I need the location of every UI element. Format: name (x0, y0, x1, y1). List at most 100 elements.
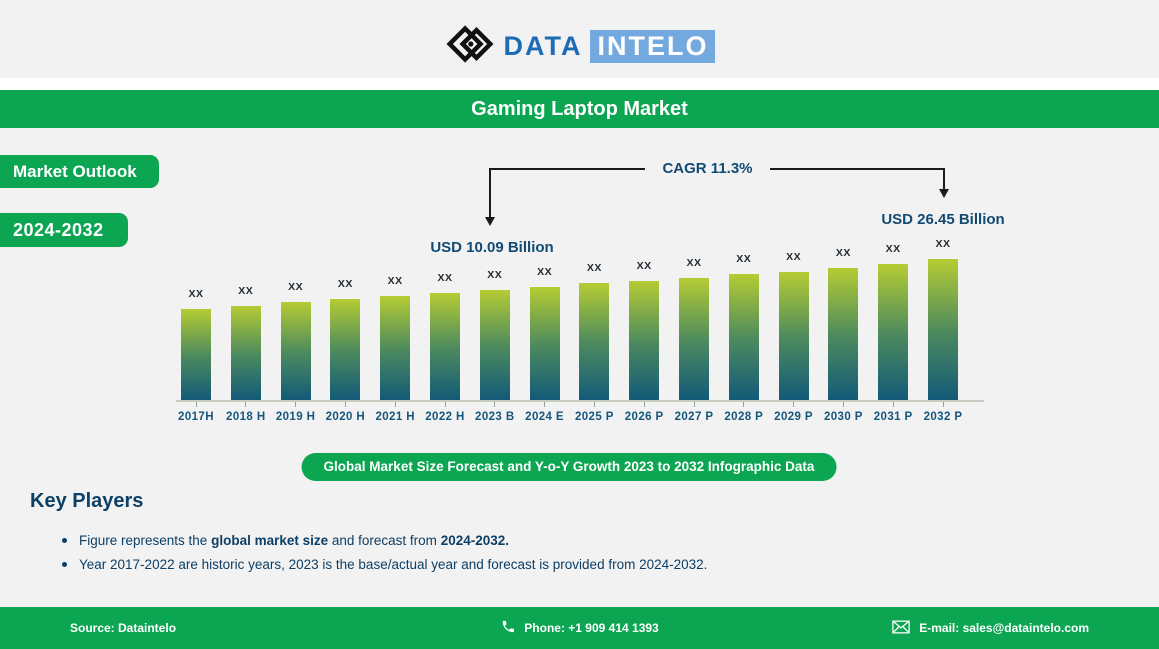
cagr-right-drop-line (943, 168, 945, 190)
bar-value-label: XX (537, 266, 553, 278)
axis-tick (245, 402, 247, 407)
logo-text-data: DATA (503, 31, 583, 61)
source-text: Source: Dataintelo (70, 621, 177, 635)
bar-2025p (579, 283, 610, 400)
cagr-left-arrowhead-icon (485, 217, 495, 226)
category-label: 2027 P (674, 411, 714, 423)
category-label: 2022 H (425, 411, 465, 423)
key-players-notes: Figure represents the global market size… (62, 532, 707, 580)
bar-2023b (479, 290, 510, 400)
axis-tick (344, 402, 346, 407)
bullet-dot-icon (62, 562, 67, 567)
phone-icon (500, 619, 515, 637)
dataintelo-diamonds-icon (444, 22, 496, 71)
bar-2032p (928, 259, 958, 400)
bar-2024e (529, 287, 560, 400)
axis-tick (195, 402, 197, 407)
forecast-period-badge: 2024-2032 (0, 213, 128, 247)
bar-2029p (778, 272, 809, 400)
cagr-left-line (489, 168, 645, 170)
forecast-value-label: USD 26.45 Billion (881, 211, 1005, 228)
category-label: 2029 P (774, 411, 814, 423)
bar-value-label: XX (437, 272, 453, 284)
footer-phone: Phone: +1 909 414 1393 (500, 607, 659, 649)
bar-2031p (878, 264, 909, 400)
axis-tick (842, 402, 844, 407)
axis-tick (743, 402, 745, 407)
axis-tick (892, 402, 894, 407)
bar-value-label: XX (935, 238, 951, 250)
note-bullet: Figure represents the global market size… (62, 532, 707, 549)
report-title: Gaming Laptop Market (471, 98, 688, 120)
bar-2030p (828, 268, 859, 400)
bar-value-label: XX (387, 275, 403, 287)
bar-2022h (430, 293, 460, 400)
bar-value-label: XX (736, 253, 752, 265)
axis-tick (693, 402, 695, 407)
page-footer: Source: Dataintelo Phone: +1 909 414 139… (0, 607, 1159, 649)
brand-logo: DATA INTELO (0, 22, 1159, 71)
bar-value-label: XX (885, 243, 901, 255)
bar-2021h (380, 296, 411, 400)
bar-value-label: XX (188, 288, 204, 300)
bar-value-label: XX (835, 247, 851, 259)
footer-email: E-mail: sales@dataintelo.com (892, 607, 1089, 649)
category-label: 2028 P (724, 411, 764, 423)
bar-2020h (330, 299, 361, 400)
bar-2027p (679, 278, 709, 400)
cagr-left-drop-line (489, 168, 491, 218)
bar-2019h (280, 302, 311, 400)
category-label: 2026 P (624, 411, 664, 423)
axis-tick (942, 402, 944, 407)
header-divider (0, 78, 1159, 90)
bar-2028p (728, 274, 759, 400)
category-label: 2017H (178, 411, 214, 423)
category-label: 2021 H (375, 411, 415, 423)
footer-source: Source: Dataintelo (70, 607, 176, 649)
axis-tick (444, 402, 446, 407)
category-label: 2018 H (226, 411, 266, 423)
category-label: 2023 B (475, 411, 515, 423)
category-label: 2030 P (823, 411, 863, 423)
page-header: DATA INTELO (0, 0, 1159, 78)
logo-text-intelo: INTELO (590, 30, 716, 63)
category-label: 2024 E (525, 411, 565, 423)
key-players-heading: Key Players (30, 490, 144, 512)
cagr-right-line (770, 168, 945, 170)
bar-value-label: XX (586, 262, 602, 274)
base-year-value-label: USD 10.09 Billion (430, 239, 554, 256)
axis-tick (593, 402, 595, 407)
cagr-right-arrowhead-icon (939, 189, 949, 198)
category-label: 2031 P (873, 411, 913, 423)
x-axis-line (176, 400, 984, 402)
axis-tick (643, 402, 645, 407)
category-label: 2020 H (325, 411, 366, 423)
bar-value-label: XX (636, 260, 652, 272)
cagr-label: CAGR 11.3% (662, 160, 753, 177)
report-title-banner: Gaming Laptop Market (0, 90, 1159, 128)
bar-value-label: XX (337, 278, 353, 290)
bar-2017h (181, 309, 211, 400)
bar-2026p (629, 281, 660, 400)
email-text: E-mail: sales@dataintelo.com (919, 621, 1089, 635)
bar-value-label: XX (786, 251, 802, 263)
note-text: Figure represents the global market size… (79, 533, 509, 548)
category-label: 2032 P (923, 411, 963, 423)
envelope-icon (892, 620, 910, 637)
axis-tick (295, 402, 297, 407)
axis-tick (494, 402, 496, 407)
bar-2018h (230, 306, 261, 400)
market-outlook-badge: Market Outlook (0, 155, 159, 188)
bar-value-label: XX (288, 281, 304, 293)
bar-value-label: XX (686, 257, 702, 269)
category-label: 2019 H (275, 411, 316, 423)
bullet-dot-icon (62, 538, 67, 543)
category-label: 2025 P (574, 411, 614, 423)
axis-tick (793, 402, 795, 407)
axis-tick (394, 402, 396, 407)
axis-tick (544, 402, 546, 407)
chart-caption-pill: Global Market Size Forecast and Y-o-Y Gr… (301, 453, 837, 481)
phone-text: Phone: +1 909 414 1393 (524, 621, 659, 635)
bar-value-label: XX (238, 285, 254, 297)
